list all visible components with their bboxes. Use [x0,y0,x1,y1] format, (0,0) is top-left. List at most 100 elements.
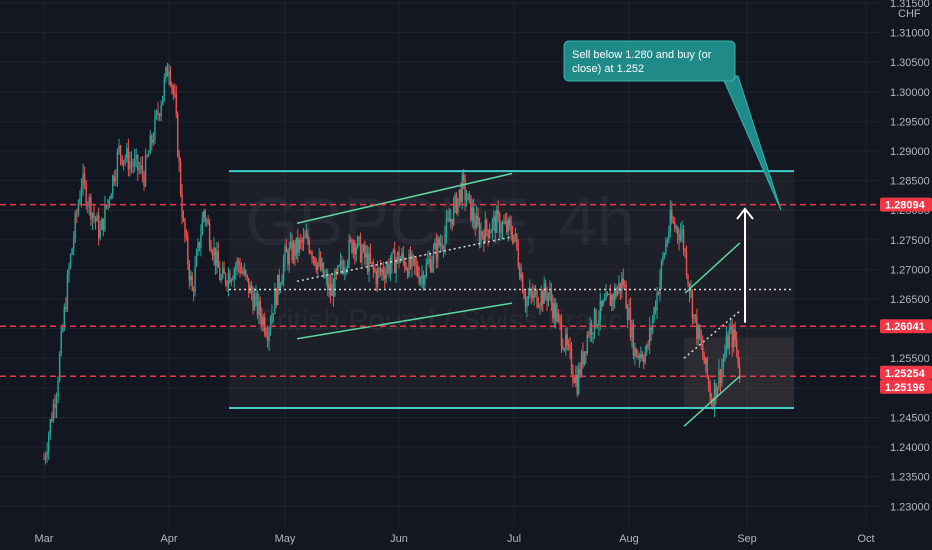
candle-body [355,247,357,255]
price-label-bg [880,197,932,212]
candle-body [311,252,313,259]
candle-body [295,237,298,257]
callout-text-line2: close) at 1.252 [572,63,644,75]
candle-body [374,268,376,272]
candle-body [447,218,449,220]
candle-body [573,378,576,383]
candle-body [500,230,502,233]
candle-body [221,268,224,279]
candle-body [428,259,430,262]
candle-body [243,270,246,274]
candle-body [229,273,231,283]
candle-body [287,252,289,265]
candle-body [191,275,193,291]
candle-body [445,219,448,235]
candle-body [297,237,299,253]
candle-body [135,155,137,159]
candle-body [282,261,285,280]
candle-body [691,290,694,319]
candle-body [195,252,198,267]
candle-body [550,290,553,303]
candle-body [457,198,459,213]
candle-body [682,229,685,250]
candle-body [513,234,515,243]
candle-body [635,348,638,358]
candle-body [294,243,296,257]
candle-body [331,284,333,296]
candle-body [702,343,704,356]
candle-body [194,266,196,292]
candle-body [334,271,336,297]
candle-body [585,351,587,354]
candle-body [653,307,655,319]
candle-body [477,215,479,224]
candle-body [124,158,126,161]
candle-body [566,334,568,345]
price-axis[interactable]: CHF 1.230001.235001.240001.245001.250001… [880,0,932,527]
time-axis[interactable]: Mar Apr May Jun Jul Aug Sep Oct [0,527,932,550]
candle-body [734,329,736,340]
candle-body [724,353,726,361]
candle-body [524,298,527,307]
drawings[interactable]: Sell below 1.280 and buy (or close) at 1.… [0,40,880,427]
candle-body [266,335,269,341]
candle-body [392,250,394,253]
candle-body [206,220,208,222]
candle-body [220,278,222,281]
candle-body [57,380,59,398]
candle-body [302,236,305,243]
candle-body [358,236,360,238]
x-tick-label: Sep [737,533,757,545]
candle-body [110,194,112,200]
candle-body [217,251,219,268]
candle-body [401,253,403,259]
candle-body [676,227,679,235]
candle-body [580,351,583,375]
candle-body [481,231,484,236]
candle-body [314,257,316,265]
candle-body [396,252,399,261]
candle-body [236,260,238,268]
candle-body [478,223,481,243]
candle-body [529,289,531,297]
candle-body [43,458,45,460]
symbol-subtitle-watermark: British Pound / Swiss Franc [257,304,624,337]
candle-body [224,273,227,284]
candle-body [312,257,315,259]
candle-body [52,404,55,422]
candle-body [324,276,326,278]
candle-body [298,240,300,253]
candle-body [90,196,92,220]
candle-body [707,376,710,386]
candle-body [537,306,540,308]
candle-body [409,253,412,268]
y-tick-label: 1.24500 [890,412,930,424]
candle-body [678,234,680,241]
candle-body [235,267,237,271]
candle-body [654,307,657,311]
candle-body [483,235,485,244]
candle-body [259,300,262,316]
candle-body [650,327,652,331]
candle-body [252,294,254,311]
candle-body [693,314,695,319]
candle-body [71,248,73,255]
candle-body [517,247,520,267]
candle-body [207,220,209,224]
candle-body [213,247,215,256]
candle-body [398,252,400,263]
x-tick-label: Jul [507,533,521,545]
candle-body [575,374,577,383]
candle-body [731,326,733,347]
candle-body [628,307,630,320]
candle-body [603,300,606,302]
callout[interactable]: Sell below 1.280 and buy (or close) at 1.… [563,40,782,211]
candle-body [632,323,635,356]
channel-midline [296,236,513,282]
candle-body [291,241,293,261]
candle-body [438,238,440,246]
candle-body [211,252,214,256]
candle-body [255,293,257,297]
candle-body [621,278,623,292]
